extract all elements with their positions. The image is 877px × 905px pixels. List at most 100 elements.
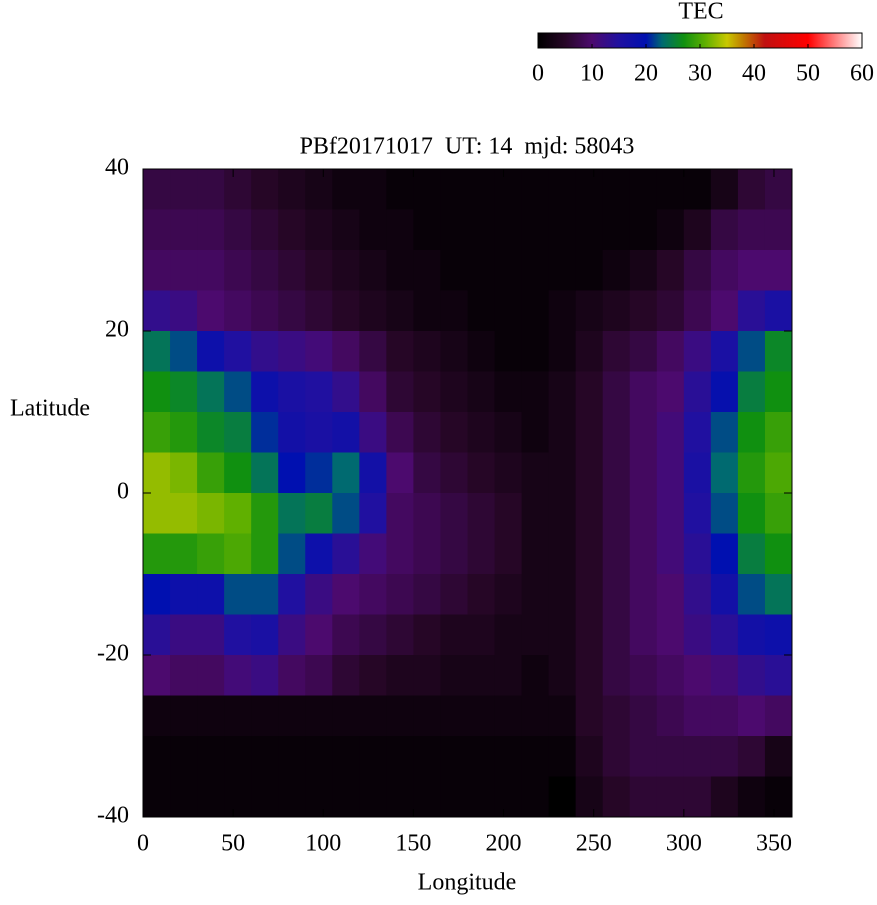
heat-cell — [440, 493, 468, 534]
heat-cell — [143, 493, 171, 534]
heat-cell — [737, 695, 766, 737]
heat-cell — [413, 250, 441, 291]
heat-cell — [305, 290, 333, 332]
heat-cell — [656, 655, 685, 696]
heat-cell — [737, 412, 766, 453]
heat-cell — [170, 290, 198, 332]
heat-cell — [386, 250, 414, 291]
y-tick-label: 20 — [105, 317, 129, 343]
heat-cell — [467, 169, 496, 210]
heat-cell — [386, 493, 414, 534]
chart-title: PBf20171017 UT: 14 mjd: 58043 — [300, 134, 635, 160]
heat-cell — [764, 331, 793, 372]
heat-cell — [413, 412, 441, 453]
heat-cell — [359, 776, 387, 818]
heat-cell — [629, 412, 658, 453]
heat-cell — [386, 290, 414, 332]
heat-cell — [224, 736, 252, 777]
heat-cell — [764, 695, 793, 737]
heat-cell — [224, 331, 252, 372]
heat-cell — [575, 250, 604, 291]
heat-cell — [413, 695, 441, 737]
heat-cell — [143, 533, 171, 575]
heat-cell — [332, 209, 360, 251]
heat-cell — [359, 371, 387, 413]
heat-cell — [575, 290, 604, 332]
heat-cell — [467, 574, 496, 615]
heat-cell — [305, 209, 333, 251]
heat-cell — [332, 331, 360, 372]
x-tick-label: 300 — [666, 831, 702, 857]
heat-cell — [251, 250, 279, 291]
heat-cell — [197, 250, 225, 291]
heat-cell — [143, 331, 171, 372]
colorbar-tick-label: 50 — [796, 61, 820, 87]
heat-cell — [305, 695, 333, 737]
heat-cell — [521, 574, 550, 615]
heat-cell — [494, 695, 523, 737]
heat-cell — [494, 290, 523, 332]
heat-cell — [710, 574, 739, 615]
heat-cell — [575, 776, 604, 818]
heat-cell — [629, 776, 658, 818]
heat-cell — [629, 655, 658, 696]
colorbar-tick-label: 0 — [532, 61, 544, 87]
heat-cell — [494, 209, 523, 251]
heat-cell — [494, 331, 523, 372]
heat-cell — [656, 776, 685, 818]
heat-cell — [359, 574, 387, 615]
heat-cell — [305, 250, 333, 291]
heat-cell — [467, 695, 496, 737]
heat-cell — [332, 371, 360, 413]
heat-cell — [197, 290, 225, 332]
heat-cell — [494, 614, 523, 656]
heat-cell — [143, 655, 171, 696]
heat-cell — [521, 614, 550, 656]
x-axis-label: Longitude — [418, 870, 517, 896]
heat-cell — [332, 169, 360, 210]
heat-cell — [170, 452, 198, 494]
heat-cell — [629, 614, 658, 656]
heat-cell — [224, 655, 252, 696]
heat-cell — [170, 412, 198, 453]
heat-cell — [413, 574, 441, 615]
heat-cell — [305, 574, 333, 615]
heat-cell — [737, 574, 766, 615]
heat-cell — [656, 290, 685, 332]
heat-cell — [494, 169, 523, 210]
heat-cell — [548, 371, 577, 413]
heat-cell — [710, 695, 739, 737]
heat-cell — [629, 169, 658, 210]
heat-cell — [521, 493, 550, 534]
heat-cell — [737, 533, 766, 575]
heat-cell — [602, 169, 631, 210]
heat-cell — [440, 614, 468, 656]
heat-cell — [467, 209, 496, 251]
heat-cell — [764, 574, 793, 615]
heat-cell — [386, 209, 414, 251]
heat-cell — [602, 493, 631, 534]
heat-cell — [359, 655, 387, 696]
heat-cell — [548, 493, 577, 534]
heat-cell — [224, 290, 252, 332]
heat-cell — [629, 533, 658, 575]
heat-cell — [251, 331, 279, 372]
heat-cell — [197, 736, 225, 777]
heat-cell — [386, 371, 414, 413]
heat-cell — [197, 371, 225, 413]
heat-cell — [575, 493, 604, 534]
heat-cell — [413, 533, 441, 575]
heat-cell — [764, 209, 793, 251]
heat-cell — [683, 655, 712, 696]
heat-cell — [413, 452, 441, 494]
heat-cell — [683, 736, 712, 777]
heat-cell — [764, 412, 793, 453]
heat-cell — [305, 412, 333, 453]
heat-cell — [332, 695, 360, 737]
heat-cell — [224, 776, 252, 818]
heat-cell — [440, 331, 468, 372]
heat-cell — [656, 169, 685, 210]
heat-cell — [602, 736, 631, 777]
heat-cell — [602, 614, 631, 656]
heat-cell — [521, 412, 550, 453]
